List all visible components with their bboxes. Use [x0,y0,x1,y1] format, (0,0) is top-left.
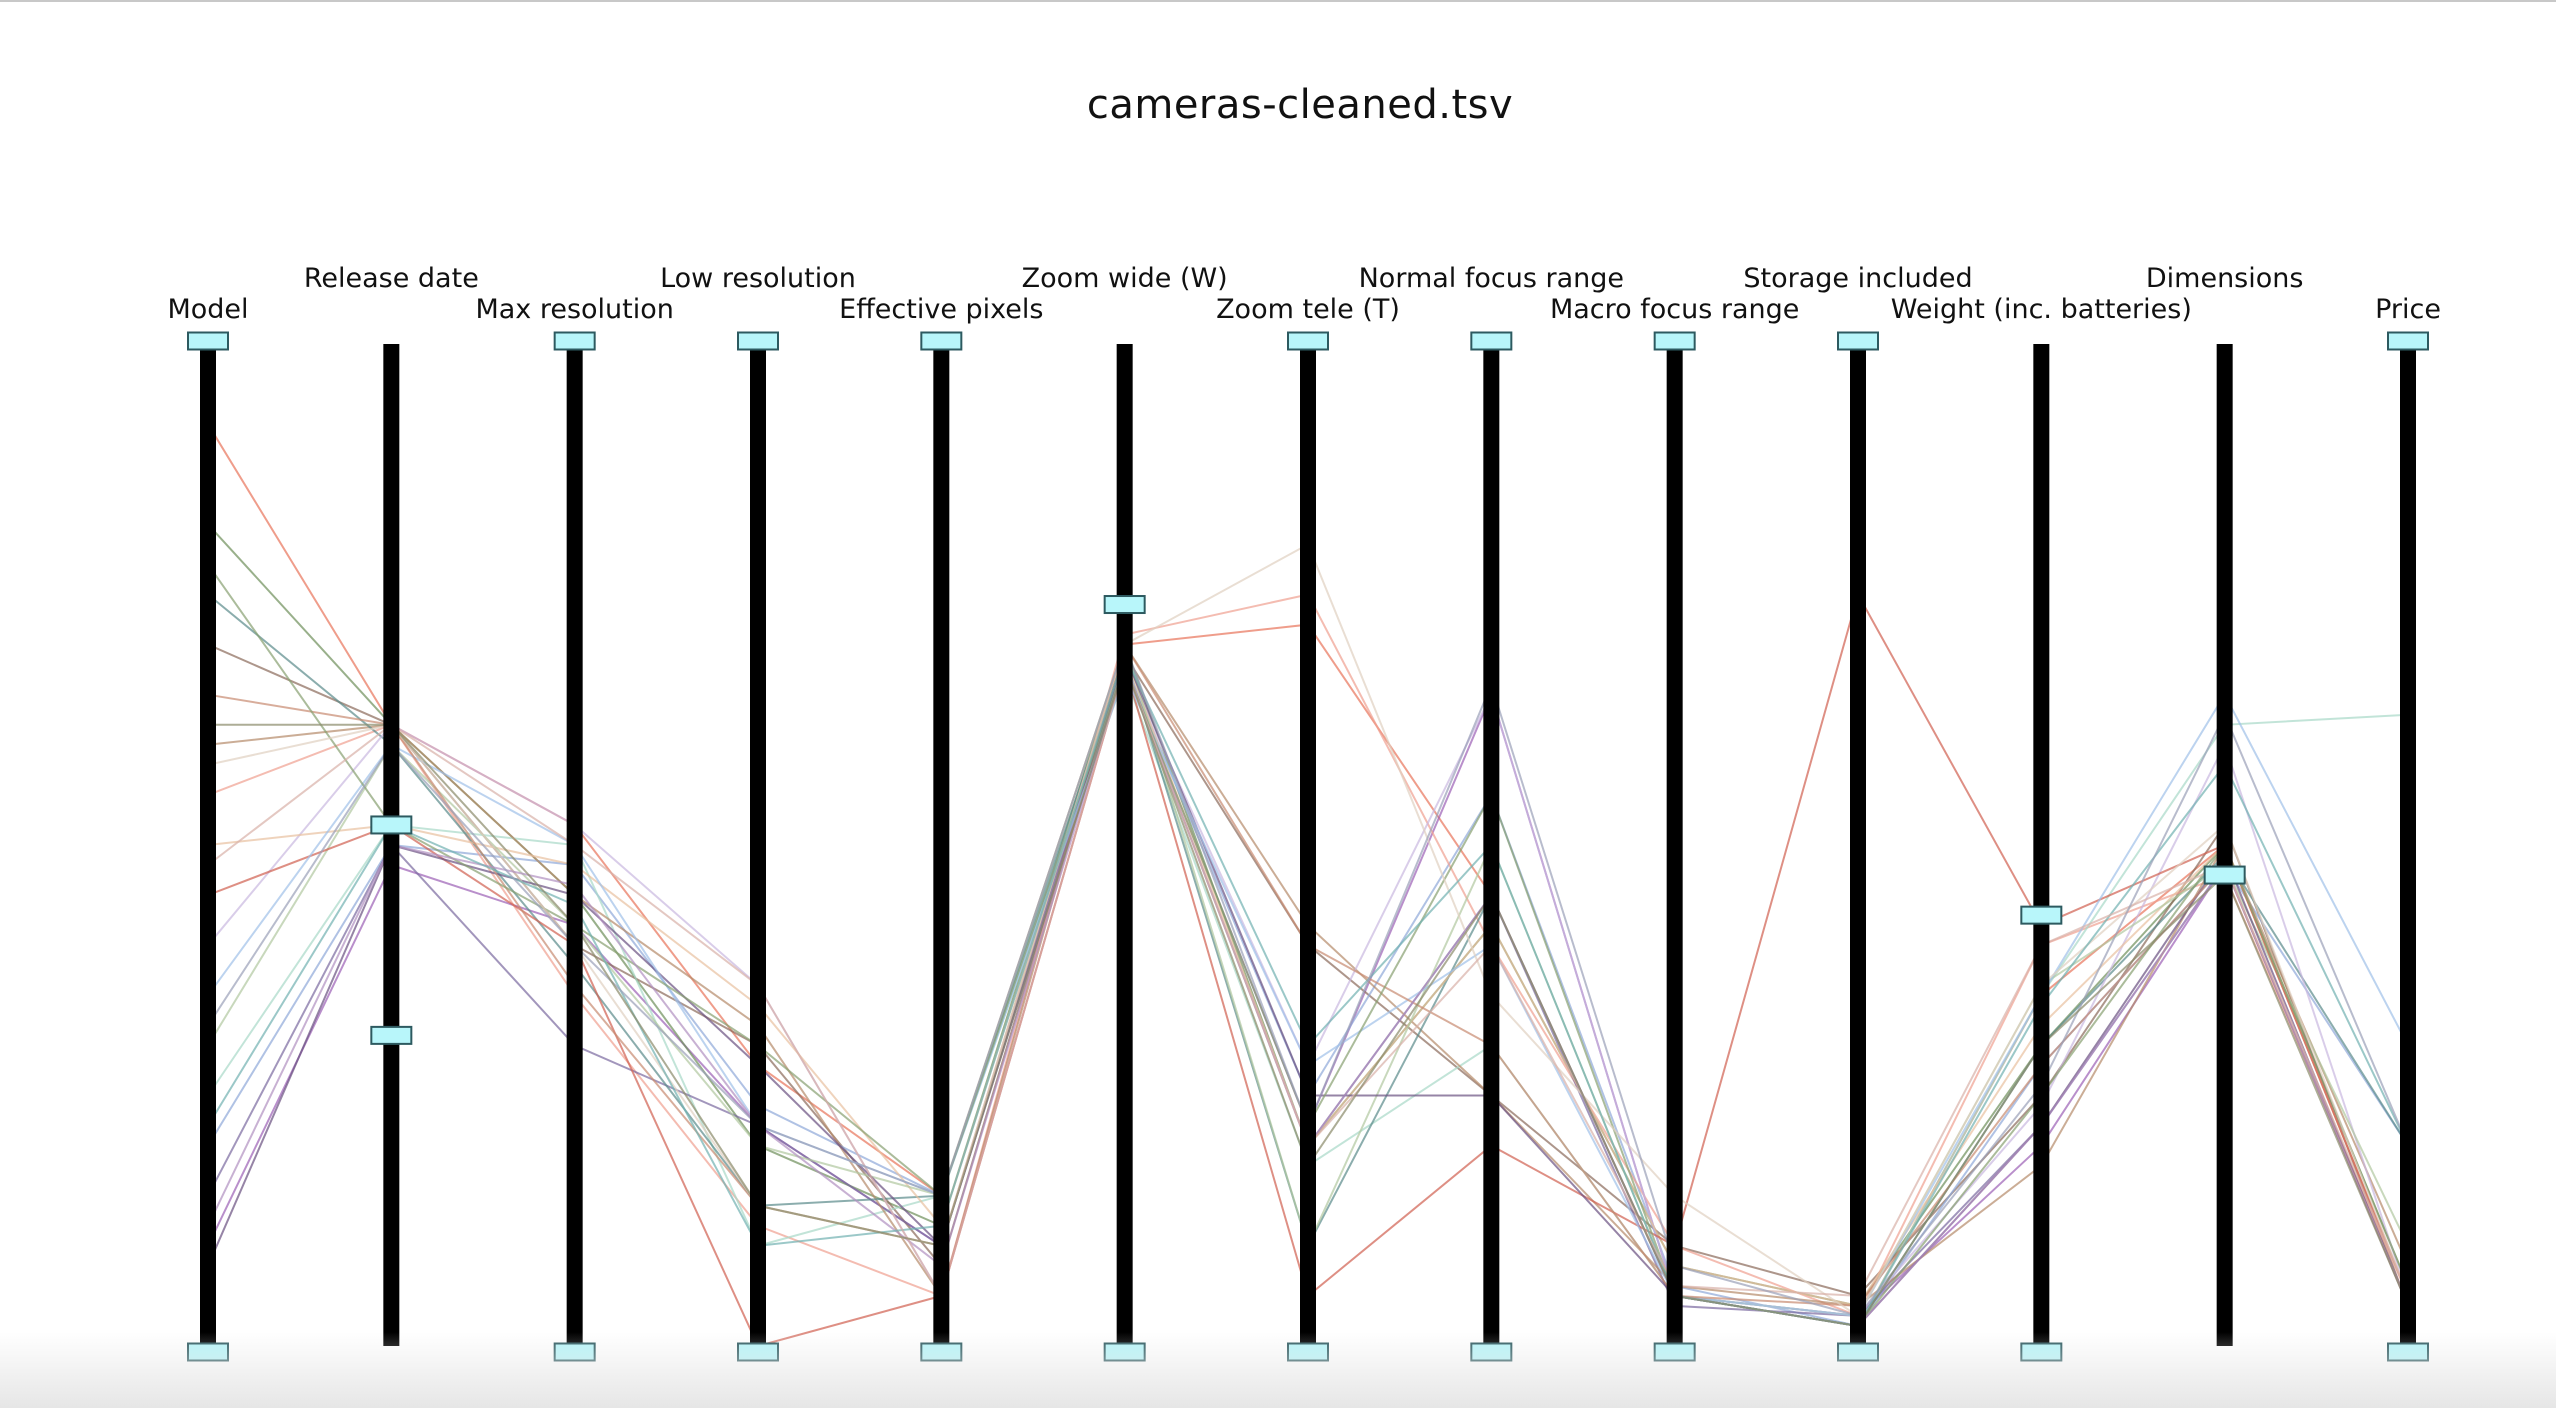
filter-handle-high[interactable] [370,815,413,835]
axis-label: Normal focus range [1359,263,1624,294]
filter-handle-high[interactable] [737,331,779,351]
axis-bar[interactable] [2033,344,2050,1346]
axis-bar[interactable] [2400,344,2416,1346]
axis-bar[interactable] [2216,344,2233,1346]
axes-layer [200,344,2416,1346]
axis-label: Macro focus range [1550,294,1799,325]
axis-bar[interactable] [383,344,400,1346]
axis-label: Zoom tele (T) [1216,294,1400,325]
axis-bar[interactable] [200,344,216,1346]
filter-handle-high[interactable] [1837,331,1879,351]
filter-handle-high[interactable] [1470,331,1513,351]
axis-label: Zoom wide (W) [1022,263,1228,294]
axis-bar[interactable] [1850,344,1866,1346]
axis-bar[interactable] [933,344,950,1346]
axis-bar[interactable] [1300,344,1316,1346]
filter-handle-high[interactable] [2020,905,2063,925]
axis-label: Storage included [1743,263,1972,294]
window-bottom-shade [0,1332,2556,1408]
axis-label: Weight (inc. batteries) [1891,294,2192,325]
filter-handle-high[interactable] [920,331,963,351]
filter-handle-high[interactable] [1287,331,1329,351]
axis-bar[interactable] [1483,344,1500,1346]
filter-handle-high[interactable] [553,331,596,351]
axis-label: Max resolution [475,294,673,325]
axis-label: Effective pixels [839,294,1043,325]
filter-handle-high[interactable] [2203,865,2246,885]
filter-handle-high[interactable] [1103,595,1146,615]
filter-handle-high[interactable] [187,331,229,351]
axis-label: Release date [304,263,479,294]
axis-bar[interactable] [566,344,583,1346]
axis-bar[interactable] [1116,344,1133,1346]
axis-label: Price [2375,294,2441,325]
chart-title: cameras-cleaned.tsv [1086,82,1514,128]
axis-label: Dimensions [2146,263,2304,294]
filter-handle-low[interactable] [370,1025,413,1045]
axis-label: Model [167,294,248,325]
filter-handle-high[interactable] [2387,331,2429,351]
axis-bar[interactable] [1666,344,1683,1346]
filter-handle-high[interactable] [1653,331,1696,351]
axis-bar[interactable] [750,344,766,1346]
axis-label: Low resolution [660,263,856,294]
